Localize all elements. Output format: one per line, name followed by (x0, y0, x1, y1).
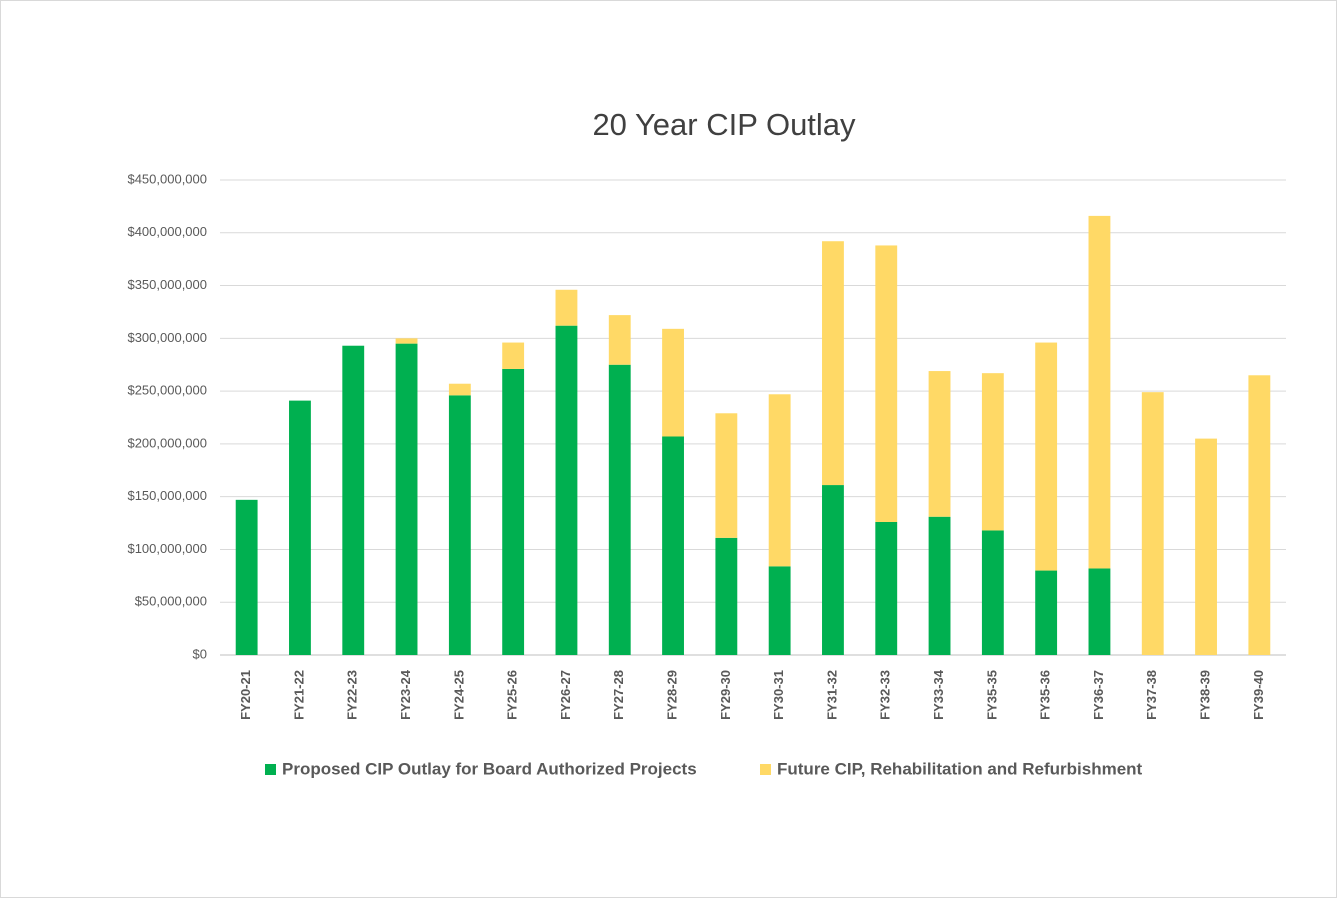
x-tick-label: FY25-26 (505, 670, 520, 720)
bar-segment (715, 537, 738, 655)
bar-segment (502, 342, 525, 369)
y-tick-label: $100,000,000 (127, 541, 207, 556)
bar-segment (1248, 375, 1271, 655)
y-tick-label: $450,000,000 (127, 171, 207, 186)
bar-segment (875, 522, 898, 655)
x-tick-label: FY26-27 (558, 670, 573, 720)
bar-segment (662, 436, 684, 655)
bar-segment (448, 383, 471, 396)
bar-segment (555, 325, 578, 655)
x-tick-label: FY21-22 (291, 670, 306, 720)
bar-segment (822, 485, 844, 655)
bar-segment (395, 338, 418, 344)
bar-segment (875, 245, 898, 522)
x-tick-label: FY32-33 (878, 670, 893, 720)
bar-segment (235, 499, 258, 655)
y-tick-label: $300,000,000 (127, 330, 207, 345)
bar-segment (608, 364, 631, 655)
y-tick-label: $150,000,000 (127, 488, 207, 503)
bar-segment (1088, 568, 1111, 655)
x-tick-label: FY39-40 (1251, 670, 1266, 720)
bar-segment (395, 343, 418, 655)
y-tick-label: $200,000,000 (127, 435, 207, 450)
x-tick-label: FY30-31 (771, 670, 786, 720)
legend-label: Proposed CIP Outlay for Board Authorized… (282, 759, 697, 778)
bar-segment (1195, 438, 1217, 655)
x-tick-label: FY22-23 (345, 670, 360, 720)
y-tick-label: $0 (193, 646, 207, 661)
x-tick-label: FY28-29 (664, 670, 679, 720)
bar-segment (822, 241, 844, 486)
x-tick-label: FY37-38 (1144, 670, 1159, 720)
legend-swatch (760, 764, 771, 775)
y-tick-label: $350,000,000 (127, 277, 207, 292)
x-tick-label: FY35-36 (1038, 670, 1053, 720)
bar-segment (981, 530, 1004, 655)
x-tick-label: FY23-24 (398, 669, 413, 720)
bar-segment (1088, 215, 1111, 569)
y-tick-label: $50,000,000 (135, 594, 207, 609)
bar-segment (555, 289, 578, 326)
bar-segment (768, 394, 791, 567)
bar-segment (662, 328, 684, 437)
y-tick-label: $400,000,000 (127, 224, 207, 239)
x-tick-label: FY20-21 (238, 670, 253, 720)
legend-swatch (265, 764, 276, 775)
x-tick-label: FY35-35 (984, 670, 999, 720)
bar-segment (928, 371, 951, 517)
bar-segment (1141, 392, 1164, 655)
bar-segment (608, 315, 631, 365)
x-tick-label: FY24-25 (451, 670, 466, 720)
y-tick-label: $250,000,000 (127, 383, 207, 398)
x-tick-label: FY29-30 (718, 670, 733, 720)
bar-segment (1035, 570, 1058, 655)
legend-label: Future CIP, Rehabilitation and Refurbish… (777, 759, 1143, 778)
bar-segment (981, 373, 1004, 531)
bar-segment (768, 566, 791, 655)
x-tick-label: FY27-28 (611, 670, 626, 720)
chart-title: 20 Year CIP Outlay (592, 107, 856, 142)
x-tick-label: FY36-37 (1091, 670, 1106, 720)
bar-segment (928, 516, 951, 655)
bar-segment (289, 400, 311, 655)
x-tick-label: FY31-32 (824, 670, 839, 720)
bar-segment (1035, 342, 1058, 571)
x-tick-label: FY33-34 (931, 669, 946, 720)
x-tick-label: FY38-39 (1197, 670, 1212, 720)
bar-segment (502, 368, 525, 655)
bar-segment (715, 413, 738, 538)
bar-segment (342, 345, 365, 655)
bar-segment (448, 395, 471, 655)
